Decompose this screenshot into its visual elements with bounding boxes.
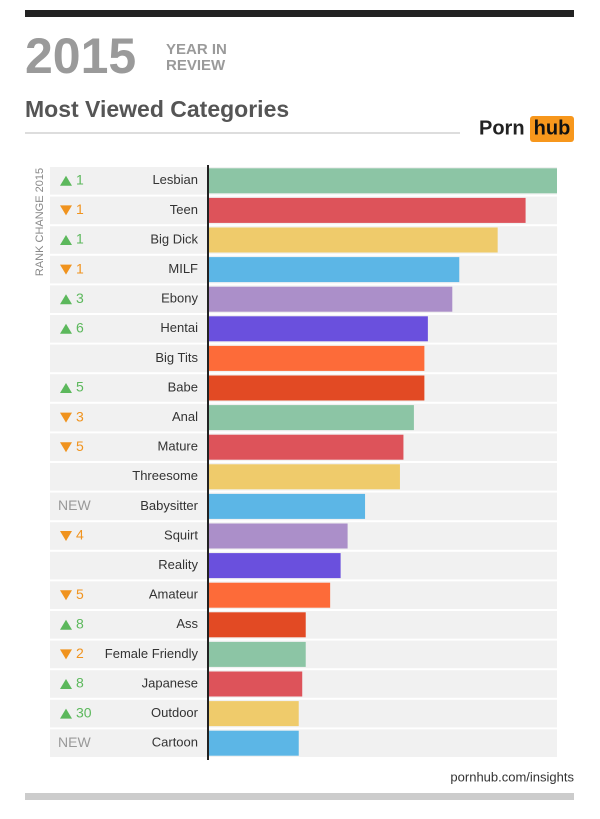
bar — [208, 168, 557, 194]
bar — [208, 375, 425, 401]
rank-change: 1 — [76, 231, 84, 247]
header-line: REVIEW — [166, 57, 226, 74]
bar — [208, 671, 303, 697]
top-bar — [25, 10, 574, 17]
category-label: Amateur — [149, 587, 199, 602]
category-label: Anal — [172, 409, 198, 424]
bar — [208, 227, 498, 253]
rank-change: 5 — [76, 379, 84, 395]
bottom-bar — [25, 793, 574, 800]
category-label: Babe — [168, 379, 198, 394]
bar — [208, 523, 348, 549]
category-label: Hentai — [160, 320, 198, 335]
category-label: Ebony — [161, 291, 198, 306]
rank-change: 8 — [76, 675, 84, 691]
rank-change: 1 — [76, 201, 84, 217]
arrow-down — [60, 412, 72, 423]
row-bg — [50, 670, 557, 698]
rank-change: NEW — [58, 734, 91, 750]
category-label: Cartoon — [152, 735, 198, 750]
rank-change: 6 — [76, 320, 84, 336]
arrow-up — [60, 383, 72, 393]
category-label: MILF — [168, 261, 198, 276]
category-label: Reality — [158, 557, 198, 572]
bar — [208, 434, 404, 460]
rank-change: 4 — [76, 527, 84, 543]
bar — [208, 197, 526, 223]
arrow-up — [60, 323, 72, 334]
rank-change: 5 — [76, 438, 84, 454]
category-label: Lesbian — [152, 172, 198, 187]
bar — [208, 345, 425, 371]
rank-change: 1 — [76, 260, 84, 276]
arrow-down — [60, 590, 72, 601]
rank-change: 1 — [76, 172, 84, 188]
bar — [208, 405, 414, 431]
arrow-up — [60, 619, 72, 630]
rank-change: 3 — [76, 290, 84, 306]
category-label: Big Tits — [155, 350, 198, 365]
bar — [208, 701, 299, 727]
arrow-down — [60, 264, 72, 275]
arrow-down — [60, 205, 72, 216]
arrow-up — [60, 175, 72, 186]
row-bg — [50, 729, 557, 757]
category-label: Outdoor — [151, 705, 199, 720]
bar — [208, 286, 453, 312]
category-label: Ass — [176, 616, 198, 631]
bar — [208, 612, 306, 638]
bar — [208, 316, 428, 342]
bar — [208, 730, 299, 756]
arrow-down — [60, 531, 72, 541]
header-year: 2015 — [25, 28, 136, 84]
arrow-down — [60, 649, 72, 660]
chart-title: Most Viewed Categories — [25, 96, 289, 122]
arrow-down — [60, 442, 72, 453]
category-label: Teen — [170, 202, 198, 217]
bar — [208, 257, 460, 283]
arrow-up — [60, 294, 72, 305]
rank-change: 5 — [76, 586, 84, 602]
arrow-up — [60, 679, 72, 689]
category-label: Female Friendly — [105, 646, 199, 661]
rank-change: 30 — [76, 704, 92, 720]
rank-change: 2 — [76, 645, 84, 661]
rows: Lesbian 1 Teen 1 Big Dick 1 MILF 1 Ebony 3 Hentai 6… — [50, 167, 557, 757]
header-line: YEAR IN — [166, 41, 227, 58]
bar — [208, 582, 331, 608]
bar — [208, 553, 341, 579]
category-label: Mature — [158, 439, 198, 454]
rank-change: 8 — [76, 616, 84, 632]
category-label: Big Dick — [150, 231, 198, 246]
rank-change: NEW — [58, 497, 91, 513]
footer: pornhub.com/insights — [450, 769, 574, 784]
bar — [208, 493, 366, 519]
category-label: Babysitter — [140, 498, 198, 513]
arrow-up — [60, 235, 72, 245]
bar — [208, 641, 306, 667]
rank-change: 3 — [76, 408, 84, 424]
brand: Porn — [479, 117, 525, 139]
brand-box — [530, 116, 574, 142]
bar — [208, 464, 400, 490]
category-label: Japanese — [142, 675, 198, 690]
brand: hub — [534, 117, 571, 139]
category-label: Squirt — [164, 527, 198, 542]
category-label: Threesome — [132, 468, 198, 483]
arrow-up — [60, 708, 72, 719]
row-bg — [50, 699, 557, 728]
axis-label: RANK CHANGE 2015 — [34, 168, 46, 276]
